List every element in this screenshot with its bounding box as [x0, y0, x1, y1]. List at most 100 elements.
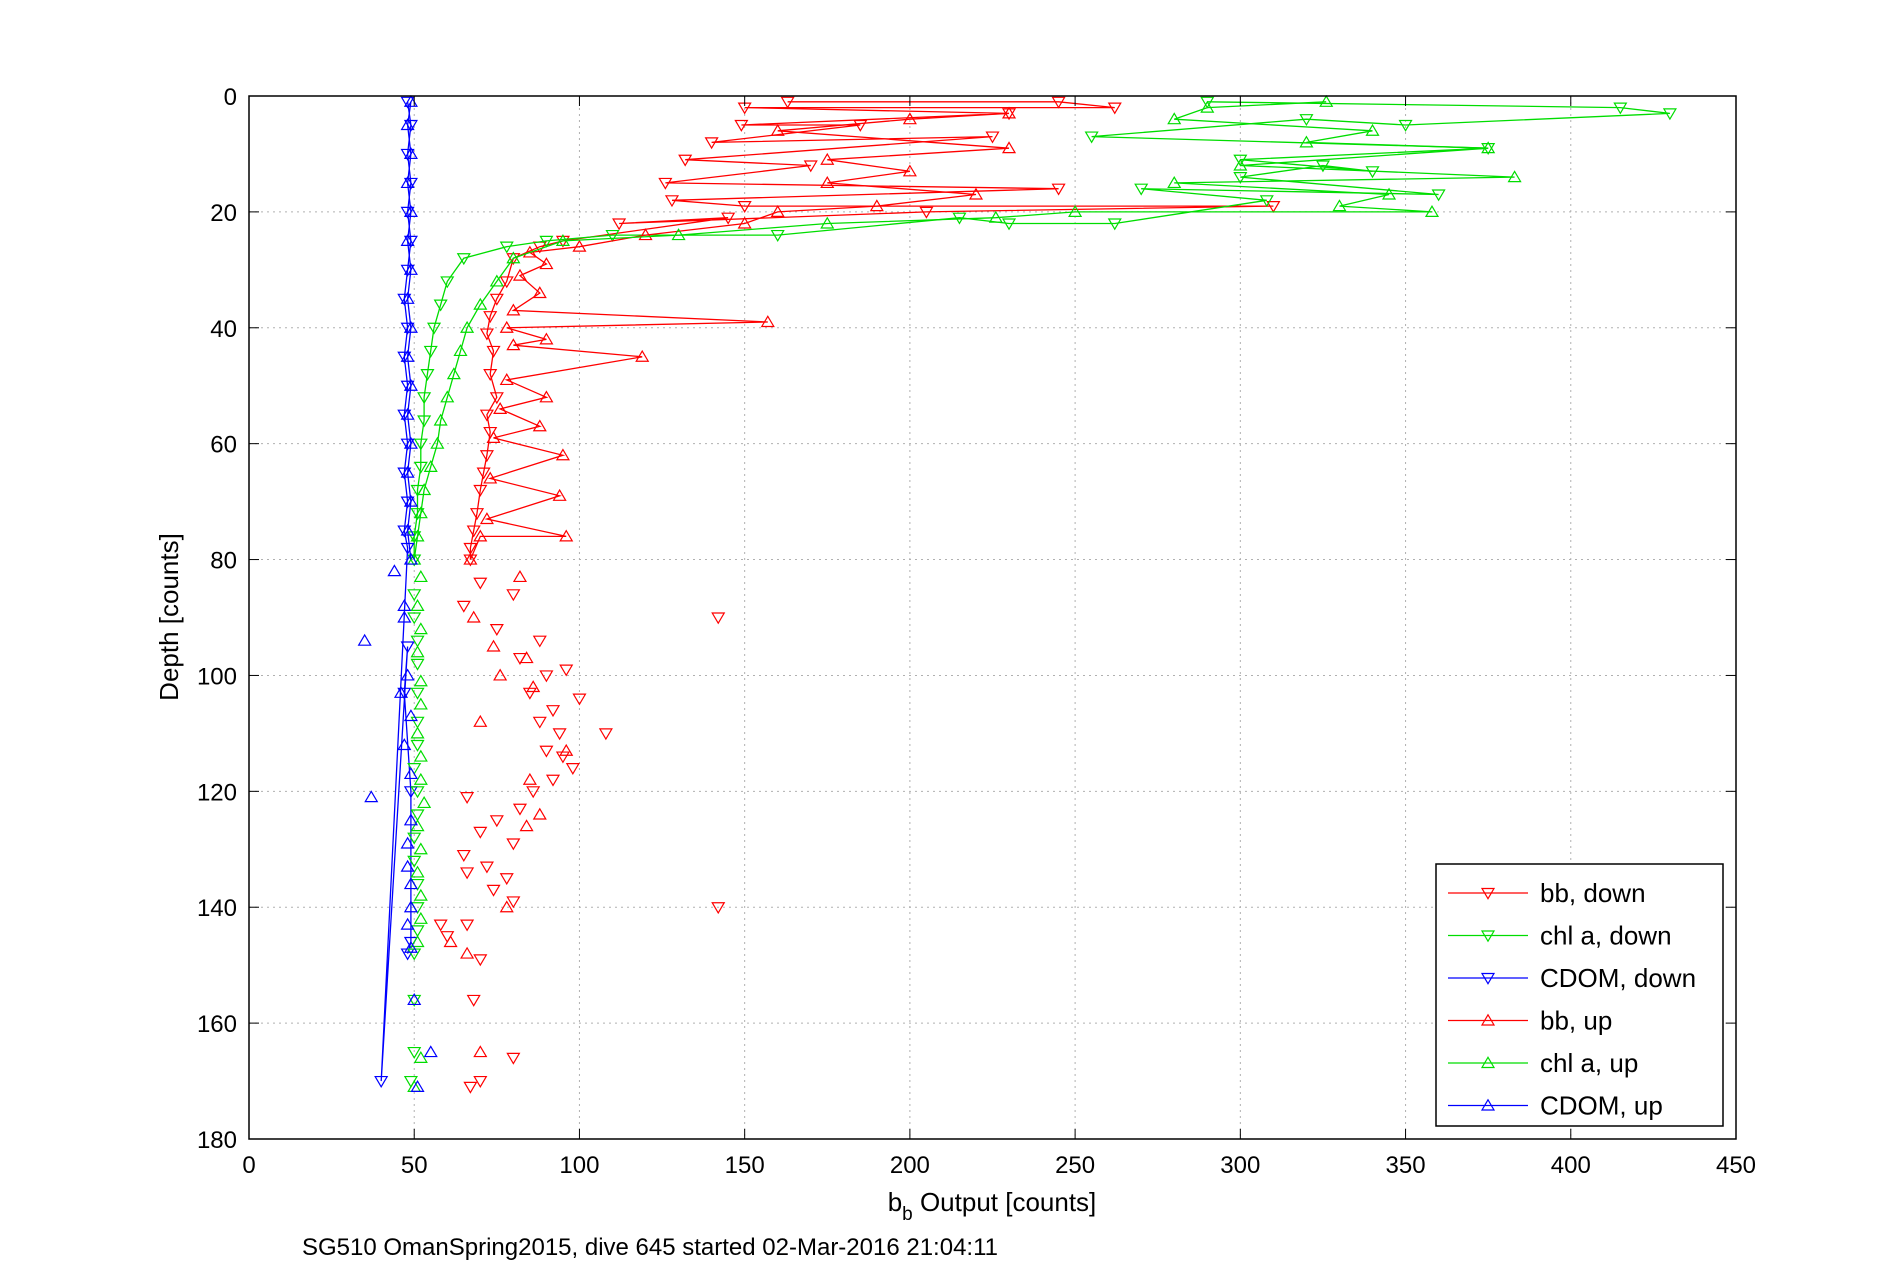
data-point	[423, 459, 438, 472]
data-point	[400, 917, 415, 930]
data-point	[532, 635, 547, 648]
data-point	[572, 239, 587, 252]
data-point	[407, 1046, 422, 1059]
data-point	[734, 119, 749, 132]
data-point	[413, 438, 428, 451]
data-point	[985, 131, 1000, 144]
data-point	[1299, 135, 1314, 148]
data-point	[400, 668, 415, 681]
data-point	[407, 612, 422, 625]
data-point	[506, 251, 521, 264]
data-point	[473, 577, 488, 590]
data-point	[410, 1079, 425, 1092]
series-layer	[357, 94, 1677, 1094]
data-point	[423, 1045, 438, 1058]
data-point	[1107, 102, 1122, 115]
data-point	[413, 1050, 428, 1063]
data-point	[440, 390, 455, 403]
y-tick-label: 20	[210, 200, 237, 227]
y-tick-label: 180	[197, 1127, 237, 1154]
data-point	[400, 233, 415, 246]
data-point	[473, 954, 488, 967]
data-point	[532, 807, 547, 820]
data-point	[539, 332, 554, 345]
data-point	[1001, 141, 1017, 154]
legend-label: CDOM, up	[1540, 1091, 1663, 1121]
legend-box	[1435, 863, 1724, 1127]
data-point	[664, 195, 680, 208]
data-point	[671, 228, 686, 241]
data-point	[397, 610, 412, 623]
data-point	[397, 687, 412, 700]
data-point	[506, 338, 521, 351]
data-point	[737, 200, 752, 213]
data-point	[460, 867, 475, 880]
data-point	[400, 465, 415, 478]
data-point	[1365, 166, 1380, 179]
data-point	[532, 419, 547, 432]
data-point	[374, 1075, 389, 1088]
data-point	[820, 216, 835, 229]
data-point	[407, 589, 422, 602]
legend-swatch-marker	[1480, 972, 1496, 985]
data-point	[519, 819, 534, 832]
data-point	[430, 436, 445, 449]
data-point	[506, 1052, 521, 1065]
data-point	[489, 623, 504, 636]
data-point	[506, 589, 521, 602]
data-point	[479, 328, 494, 341]
data-point	[433, 299, 448, 312]
data-point	[1233, 154, 1248, 167]
data-point	[512, 268, 528, 281]
y-tick-label: 80	[210, 548, 237, 575]
y-tick-label: 100	[197, 663, 237, 690]
x-tick-label: 100	[559, 1152, 599, 1179]
data-point	[539, 257, 554, 270]
legend-entry: CDOM, down	[1448, 963, 1696, 993]
data-point	[400, 118, 415, 131]
x-axis-title-rest: Output [counts]	[913, 1187, 1097, 1217]
series-line	[406, 101, 412, 560]
data-point	[1299, 114, 1314, 127]
data-point	[417, 483, 432, 496]
data-point	[522, 687, 537, 700]
data-point	[919, 206, 934, 219]
data-point	[456, 600, 471, 613]
data-point	[364, 790, 379, 803]
data-point	[400, 523, 415, 536]
legend-entry: bb, down	[1448, 878, 1646, 908]
footer-caption: SG510 OmanSpring2015, dive 645 started 0…	[302, 1234, 998, 1261]
data-point	[532, 286, 547, 299]
data-point	[770, 205, 785, 217]
data-point	[486, 345, 501, 358]
data-point	[403, 813, 418, 826]
x-tick-label: 300	[1220, 1152, 1260, 1179]
series-line	[469, 112, 1010, 560]
legend-label: CDOM, down	[1540, 963, 1696, 993]
data-point	[499, 276, 514, 289]
legend: bb, down chl a, down CDOM, down bb, up chl a…	[1435, 863, 1724, 1127]
y-tick-label: 40	[210, 316, 237, 343]
data-point	[410, 935, 425, 948]
data-point	[400, 641, 415, 654]
data-point	[410, 739, 425, 752]
data-point	[770, 123, 785, 136]
x-axis-title-main: b	[888, 1187, 902, 1217]
data-point	[489, 293, 504, 306]
x-tick-label: 250	[1055, 1152, 1095, 1179]
data-point	[598, 728, 613, 741]
legend-label: chl a, down	[1540, 921, 1672, 951]
data-point	[466, 525, 481, 538]
data-point	[1424, 205, 1440, 217]
x-tick-label: 450	[1716, 1152, 1756, 1179]
data-point	[486, 430, 501, 443]
data-point	[410, 865, 425, 878]
data-point	[393, 685, 409, 698]
data-point	[522, 772, 537, 785]
data-point	[512, 570, 528, 583]
data-point	[612, 218, 627, 231]
data-point	[410, 925, 425, 938]
data-point	[463, 1081, 478, 1094]
data-point	[512, 803, 528, 816]
data-point	[1332, 199, 1347, 212]
